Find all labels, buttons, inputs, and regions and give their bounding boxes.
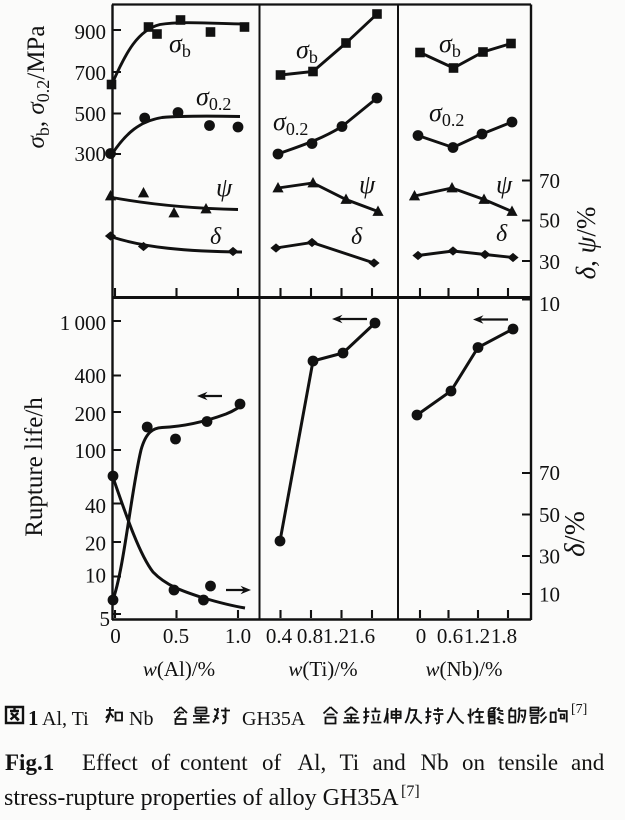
svg-text:30: 30 bbox=[539, 545, 560, 569]
svg-text:40: 40 bbox=[85, 494, 106, 518]
svg-text:δ: δ bbox=[210, 224, 222, 250]
svg-text:σb: σb bbox=[439, 29, 461, 61]
svg-text:50: 50 bbox=[539, 503, 560, 527]
svg-text:[7]: [7] bbox=[571, 702, 587, 717]
svg-text:Nb: Nb bbox=[421, 750, 449, 775]
svg-text:Effect: Effect bbox=[82, 750, 138, 775]
svg-text:GH35A: GH35A bbox=[242, 708, 306, 730]
svg-text:and: and bbox=[373, 750, 407, 775]
svg-text:w(Nb)/%: w(Nb)/% bbox=[426, 657, 503, 681]
svg-text:δ/%: δ/% bbox=[559, 511, 591, 557]
svg-text:0.4: 0.4 bbox=[266, 624, 293, 648]
svg-text:Al, Ti: Al, Ti bbox=[42, 708, 89, 730]
svg-text:ψ: ψ bbox=[496, 170, 513, 199]
svg-text:1 000: 1 000 bbox=[60, 311, 106, 335]
svg-text:200: 200 bbox=[75, 402, 107, 426]
svg-text:on: on bbox=[462, 750, 486, 775]
svg-text:δ: δ bbox=[351, 224, 363, 250]
svg-text:30: 30 bbox=[539, 250, 560, 274]
svg-text:ψ: ψ bbox=[216, 173, 233, 202]
svg-text:Fig.1: Fig.1 bbox=[5, 750, 54, 775]
svg-text:400: 400 bbox=[75, 364, 107, 388]
svg-text:Nb: Nb bbox=[129, 708, 153, 730]
svg-text:1.6: 1.6 bbox=[349, 624, 375, 648]
svg-text:1: 1 bbox=[28, 706, 39, 730]
svg-text:[7]: [7] bbox=[401, 783, 420, 800]
svg-text:0: 0 bbox=[416, 624, 427, 648]
svg-text:70: 70 bbox=[539, 169, 560, 193]
svg-text:5: 5 bbox=[100, 607, 111, 631]
svg-text:1.0: 1.0 bbox=[225, 624, 251, 648]
svg-text:1.2: 1.2 bbox=[323, 624, 349, 648]
svg-text:Al,: Al, bbox=[298, 750, 327, 775]
svg-text:and: and bbox=[571, 750, 605, 775]
svg-text:700: 700 bbox=[75, 61, 107, 85]
svg-text:10: 10 bbox=[539, 583, 560, 607]
svg-text:w(Ti)/%: w(Ti)/% bbox=[288, 657, 357, 681]
svg-text:50: 50 bbox=[539, 209, 560, 233]
svg-text:tensile: tensile bbox=[498, 750, 558, 775]
svg-text:w(Al)/%: w(Al)/% bbox=[143, 657, 215, 681]
svg-text:900: 900 bbox=[75, 20, 107, 44]
svg-text:σb: σb bbox=[169, 29, 191, 61]
svg-text:σ0.2: σ0.2 bbox=[273, 107, 308, 139]
svg-text:δ: δ bbox=[496, 221, 508, 247]
svg-text:500: 500 bbox=[75, 102, 107, 126]
svg-text:1.2: 1.2 bbox=[464, 624, 490, 648]
svg-text:0: 0 bbox=[110, 624, 121, 648]
svg-text:0.6: 0.6 bbox=[437, 624, 463, 648]
svg-text:of: of bbox=[262, 750, 282, 775]
svg-text:Ti: Ti bbox=[340, 750, 360, 775]
svg-text:10: 10 bbox=[85, 564, 106, 588]
svg-text:of: of bbox=[151, 750, 171, 775]
svg-text:10: 10 bbox=[539, 292, 560, 316]
svg-text:0.5: 0.5 bbox=[163, 624, 189, 648]
svg-text:δ, ψ/%: δ, ψ/% bbox=[571, 207, 601, 280]
svg-text:Rupture life/h: Rupture life/h bbox=[21, 397, 48, 537]
svg-text:σ0.2: σ0.2 bbox=[196, 82, 231, 114]
svg-text:100: 100 bbox=[75, 439, 107, 463]
svg-text:0.8: 0.8 bbox=[297, 624, 323, 648]
svg-text:20: 20 bbox=[85, 532, 106, 556]
svg-text:σ0.2: σ0.2 bbox=[429, 98, 464, 130]
svg-text:σb, σ0.2/MPa: σb, σ0.2/MPa bbox=[23, 26, 53, 149]
svg-text:content: content bbox=[180, 750, 248, 775]
svg-text:300: 300 bbox=[75, 142, 107, 166]
svg-text:ψ: ψ bbox=[359, 170, 376, 199]
svg-text:stress-rupture properties of a: stress-rupture properties of alloy GH35A bbox=[4, 785, 399, 811]
svg-text:1.8: 1.8 bbox=[491, 624, 517, 648]
svg-text:70: 70 bbox=[539, 461, 560, 485]
svg-text:σb: σb bbox=[296, 35, 318, 67]
